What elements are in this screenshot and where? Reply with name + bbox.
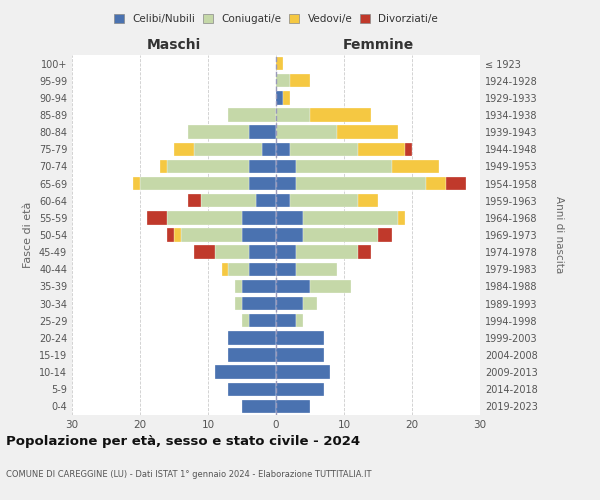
Bar (276, 91, 283, 104)
Bar (242, 211, 276, 224)
Bar (398, 211, 405, 224)
Bar (425, 177, 446, 190)
Bar (276, 126, 337, 139)
Bar (194, 246, 215, 259)
Bar (242, 314, 249, 328)
Bar (215, 246, 249, 259)
Bar (221, 262, 229, 276)
Bar (276, 366, 331, 379)
Legend: Celibi/Nubili, Coniugati/e, Vedovi/e, Divorziati/e: Celibi/Nubili, Coniugati/e, Vedovi/e, Di… (110, 10, 442, 29)
Bar (201, 194, 256, 207)
Bar (392, 160, 439, 173)
Text: Popolazione per età, sesso e stato civile - 2024: Popolazione per età, sesso e stato civil… (6, 435, 360, 448)
Bar (296, 314, 303, 328)
Bar (229, 331, 276, 344)
Bar (167, 211, 242, 224)
Bar (310, 108, 371, 122)
Bar (290, 194, 358, 207)
Bar (235, 297, 242, 310)
Bar (276, 280, 310, 293)
Bar (276, 348, 323, 362)
Bar (167, 160, 249, 173)
Bar (276, 177, 296, 190)
Bar (276, 194, 290, 207)
Bar (242, 228, 276, 241)
Bar (405, 142, 412, 156)
Text: COMUNE DI CAREGGINE (LU) - Dati ISTAT 1° gennaio 2024 - Elaborazione TUTTITALIA.: COMUNE DI CAREGGINE (LU) - Dati ISTAT 1°… (6, 470, 371, 479)
Y-axis label: Fasce di età: Fasce di età (23, 202, 33, 268)
Text: Femmine: Femmine (343, 38, 413, 52)
Bar (276, 331, 323, 344)
Bar (276, 400, 310, 413)
Bar (296, 262, 337, 276)
Bar (181, 228, 242, 241)
Bar (296, 246, 358, 259)
Bar (147, 211, 167, 224)
Bar (242, 280, 276, 293)
Bar (276, 297, 303, 310)
Bar (276, 142, 290, 156)
Bar (358, 194, 378, 207)
Bar (174, 142, 194, 156)
Bar (276, 74, 290, 88)
Bar (229, 108, 276, 122)
Bar (256, 194, 276, 207)
Bar (276, 246, 296, 259)
Bar (215, 366, 276, 379)
Text: Maschi: Maschi (147, 38, 201, 52)
Bar (242, 297, 276, 310)
Bar (249, 262, 276, 276)
Bar (235, 280, 242, 293)
Bar (160, 160, 167, 173)
Bar (337, 126, 398, 139)
Bar (229, 382, 276, 396)
Bar (188, 194, 201, 207)
Y-axis label: Anni di nascita: Anni di nascita (554, 196, 565, 274)
Bar (283, 91, 290, 104)
Bar (276, 211, 303, 224)
Bar (249, 314, 276, 328)
Bar (249, 126, 276, 139)
Bar (140, 177, 249, 190)
Bar (303, 211, 398, 224)
Bar (276, 57, 283, 70)
Bar (249, 246, 276, 259)
Bar (276, 382, 323, 396)
Bar (378, 228, 392, 241)
Bar (167, 228, 174, 241)
Bar (262, 142, 276, 156)
Bar (276, 228, 303, 241)
Bar (303, 297, 317, 310)
Bar (194, 142, 262, 156)
Bar (276, 262, 296, 276)
Bar (276, 108, 310, 122)
Bar (188, 126, 249, 139)
Bar (296, 160, 392, 173)
Bar (242, 400, 276, 413)
Bar (358, 246, 371, 259)
Bar (249, 160, 276, 173)
Bar (276, 314, 296, 328)
Bar (290, 142, 358, 156)
Bar (303, 228, 378, 241)
Bar (446, 177, 466, 190)
Bar (290, 74, 310, 88)
Bar (133, 177, 140, 190)
Bar (296, 177, 425, 190)
Bar (358, 142, 405, 156)
Bar (276, 160, 296, 173)
Bar (174, 228, 181, 241)
Bar (229, 262, 249, 276)
Bar (229, 348, 276, 362)
Bar (310, 280, 351, 293)
Bar (249, 177, 276, 190)
